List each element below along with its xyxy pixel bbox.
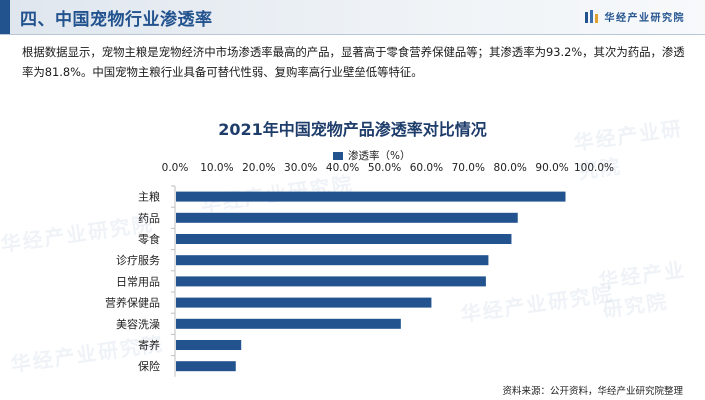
bar (176, 340, 242, 350)
header-divider (0, 34, 705, 35)
bar (176, 318, 401, 329)
y-category-label: 药品 (138, 212, 160, 225)
legend-label: 渗透率（%） (348, 150, 411, 162)
x-tick-label: 60.0% (410, 162, 443, 174)
brand-name: 华经产业研究院 (604, 13, 685, 24)
chart-title: 2021年中国宠物产品渗透率对比情况 (218, 120, 487, 139)
y-category-label: 寄养 (138, 338, 160, 352)
legend-swatch (333, 151, 343, 160)
bar (176, 234, 512, 244)
page-title: 四、中国宠物行业渗透率 (20, 10, 213, 30)
x-tick-label: 70.0% (452, 162, 485, 174)
x-tick-label: 90.0% (535, 162, 568, 174)
source-note: 资料来源：公开资料，华经产业研究院整理 (502, 386, 683, 397)
bar (176, 191, 566, 202)
y-category-label: 零食 (138, 232, 160, 246)
y-category-label: 诊疗服务 (116, 253, 160, 267)
y-category-label: 主粮 (138, 190, 160, 204)
x-tick-label: 100.0% (574, 162, 614, 174)
y-category-label: 日常用品 (116, 275, 160, 288)
x-tick-label: 0.0% (162, 162, 189, 174)
x-tick-label: 50.0% (368, 162, 401, 174)
x-tick-label: 40.0% (326, 162, 359, 174)
y-category-label: 美容洗澡 (116, 317, 160, 331)
bar (176, 212, 518, 223)
y-category-label: 营养保健品 (105, 296, 160, 310)
y-category-label: 保险 (138, 359, 160, 373)
header-accent (0, 0, 10, 34)
bar (176, 361, 236, 372)
x-tick-label: 80.0% (494, 162, 527, 174)
x-tick-label: 20.0% (242, 162, 275, 174)
intro-paragraph: 根据数据显示，宠物主粮是宠物经济中市场渗透率最高的产品，显著高于零食营养保健品等… (22, 45, 685, 79)
x-tick-label: 10.0% (200, 162, 233, 174)
bar (176, 255, 489, 266)
brand-logo-icon (584, 9, 598, 23)
chart-legend: 渗透率（%） (333, 148, 410, 163)
bar (176, 297, 432, 308)
bar (176, 276, 486, 287)
x-tick-label: 30.0% (284, 162, 317, 174)
brand: 华经产业研究院 (584, 9, 686, 24)
